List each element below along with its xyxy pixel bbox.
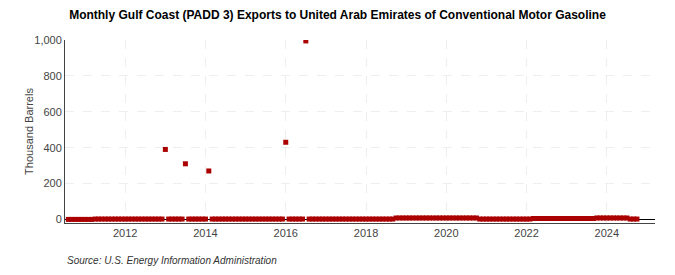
svg-text:400: 400 (43, 142, 61, 154)
svg-text:2024: 2024 (595, 227, 619, 239)
svg-text:2020: 2020 (434, 227, 458, 239)
svg-text:200: 200 (43, 177, 61, 189)
svg-text:Thousand Barrels: Thousand Barrels (23, 88, 35, 175)
svg-text:600: 600 (43, 106, 61, 118)
svg-text:0: 0 (56, 213, 62, 225)
svg-text:2014: 2014 (193, 227, 217, 239)
svg-text:800: 800 (43, 70, 61, 82)
svg-text:2016: 2016 (274, 227, 298, 239)
svg-text:2012: 2012 (113, 227, 137, 239)
svg-text:Source: U.S. Energy Informatio: Source: U.S. Energy Information Administ… (67, 255, 277, 266)
svg-text:2018: 2018 (354, 227, 378, 239)
svg-text:1,000: 1,000 (34, 34, 62, 46)
svg-text:2022: 2022 (514, 227, 538, 239)
svg-text:Monthly Gulf Coast (PADD 3) Ex: Monthly Gulf Coast (PADD 3) Exports to U… (69, 8, 606, 22)
